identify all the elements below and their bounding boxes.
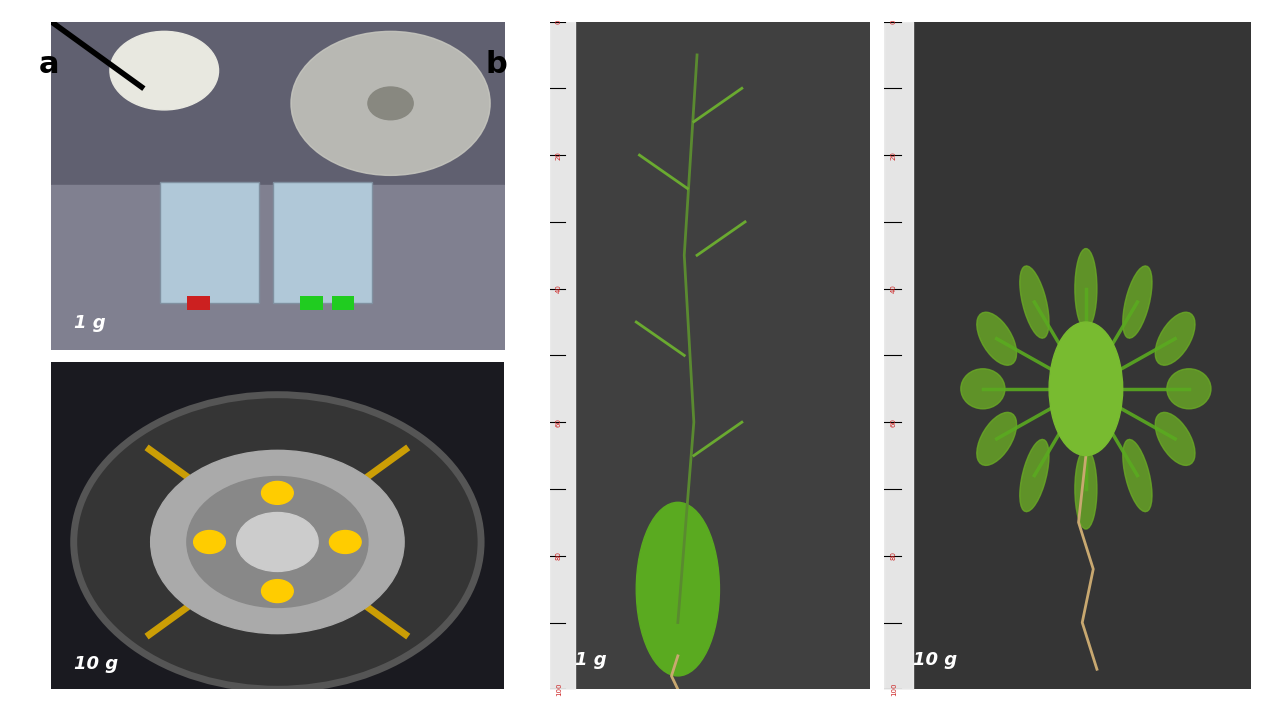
- Circle shape: [262, 579, 294, 602]
- Circle shape: [291, 32, 490, 175]
- Bar: [300, 297, 323, 309]
- Text: 60: 60: [555, 418, 562, 426]
- Circle shape: [110, 32, 218, 110]
- Text: 1 g: 1 g: [576, 651, 607, 669]
- Circle shape: [236, 513, 318, 572]
- Ellipse shape: [1075, 449, 1097, 529]
- Circle shape: [636, 503, 719, 676]
- Text: 1 g: 1 g: [74, 314, 105, 332]
- Text: 10 g: 10 g: [913, 651, 958, 669]
- Text: 60: 60: [891, 418, 896, 426]
- Ellipse shape: [960, 369, 1005, 409]
- Circle shape: [194, 531, 225, 554]
- Text: 0: 0: [555, 19, 562, 24]
- Text: 20: 20: [555, 151, 562, 159]
- Ellipse shape: [1122, 266, 1152, 338]
- Ellipse shape: [1075, 248, 1097, 329]
- FancyBboxPatch shape: [160, 182, 259, 303]
- Text: 0: 0: [891, 19, 896, 24]
- Ellipse shape: [1020, 266, 1048, 338]
- Ellipse shape: [1020, 439, 1048, 512]
- Ellipse shape: [977, 412, 1016, 465]
- Text: a: a: [38, 50, 59, 79]
- Text: b: b: [485, 50, 507, 79]
- Text: 40: 40: [555, 284, 562, 293]
- Text: 80: 80: [891, 551, 896, 560]
- Text: 20: 20: [891, 151, 896, 159]
- Circle shape: [262, 482, 294, 504]
- FancyBboxPatch shape: [273, 182, 373, 303]
- Text: 100: 100: [555, 683, 562, 696]
- Circle shape: [1050, 322, 1122, 455]
- Circle shape: [74, 395, 481, 689]
- Ellipse shape: [1156, 412, 1195, 465]
- Bar: [332, 297, 354, 309]
- Text: 10 g: 10 g: [74, 655, 117, 673]
- Bar: [186, 297, 209, 309]
- Ellipse shape: [977, 312, 1016, 365]
- Text: 80: 80: [555, 551, 562, 560]
- Circle shape: [186, 477, 368, 607]
- Text: 100: 100: [891, 683, 896, 696]
- Ellipse shape: [1156, 312, 1195, 365]
- Ellipse shape: [1122, 439, 1152, 512]
- Circle shape: [329, 531, 361, 554]
- Text: 40: 40: [891, 284, 896, 293]
- Circle shape: [368, 87, 414, 120]
- Circle shape: [151, 450, 404, 633]
- Ellipse shape: [1167, 369, 1211, 409]
